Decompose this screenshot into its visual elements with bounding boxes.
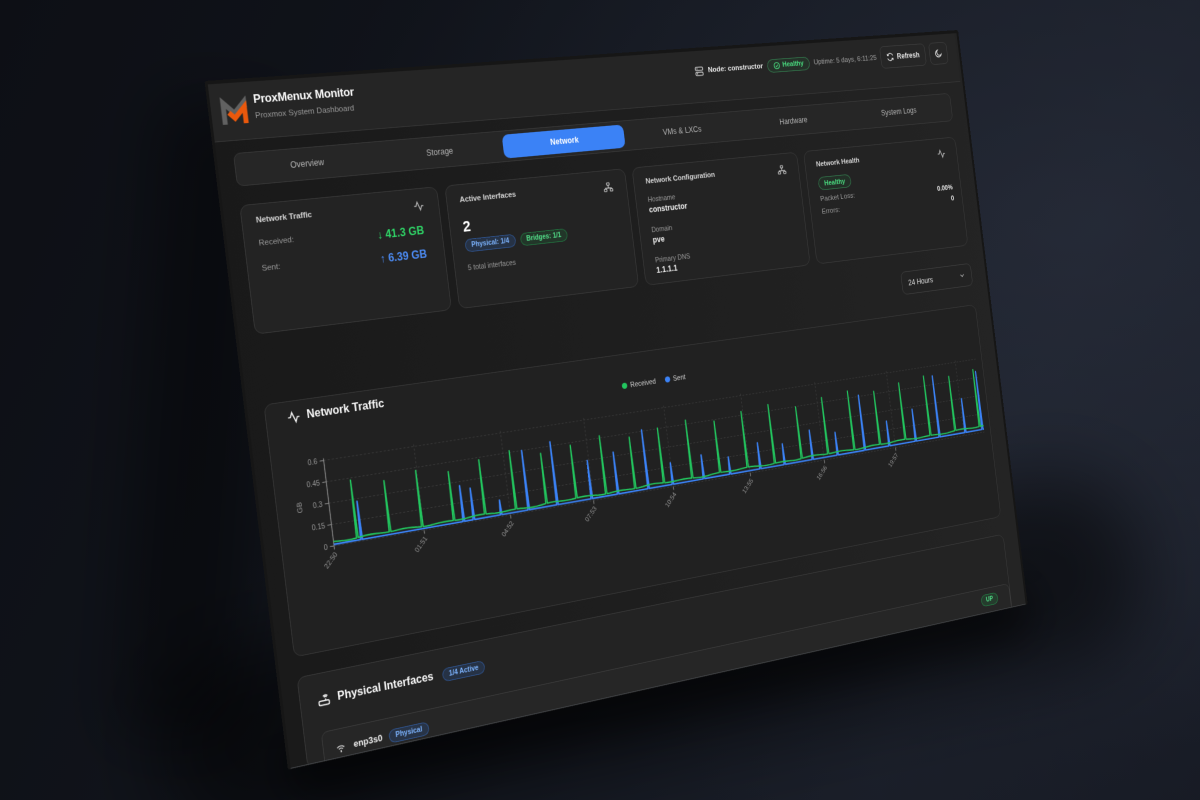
svg-text:10:54: 10:54 <box>664 491 678 509</box>
svg-text:0.45: 0.45 <box>306 479 320 490</box>
svg-text:16:56: 16:56 <box>815 464 828 482</box>
svg-text:01:51: 01:51 <box>413 535 429 554</box>
svg-text:13:55: 13:55 <box>741 477 755 495</box>
svg-text:0.6: 0.6 <box>307 457 317 467</box>
svg-text:0: 0 <box>323 543 328 552</box>
svg-text:0.15: 0.15 <box>311 521 325 532</box>
svg-text:0.3: 0.3 <box>312 500 322 510</box>
svg-text:19:57: 19:57 <box>887 451 900 468</box>
svg-text:04:52: 04:52 <box>500 519 516 538</box>
svg-text:07:53: 07:53 <box>583 505 598 524</box>
svg-text:GB: GB <box>295 502 305 514</box>
svg-text:22:50: 22:50 <box>322 550 339 570</box>
